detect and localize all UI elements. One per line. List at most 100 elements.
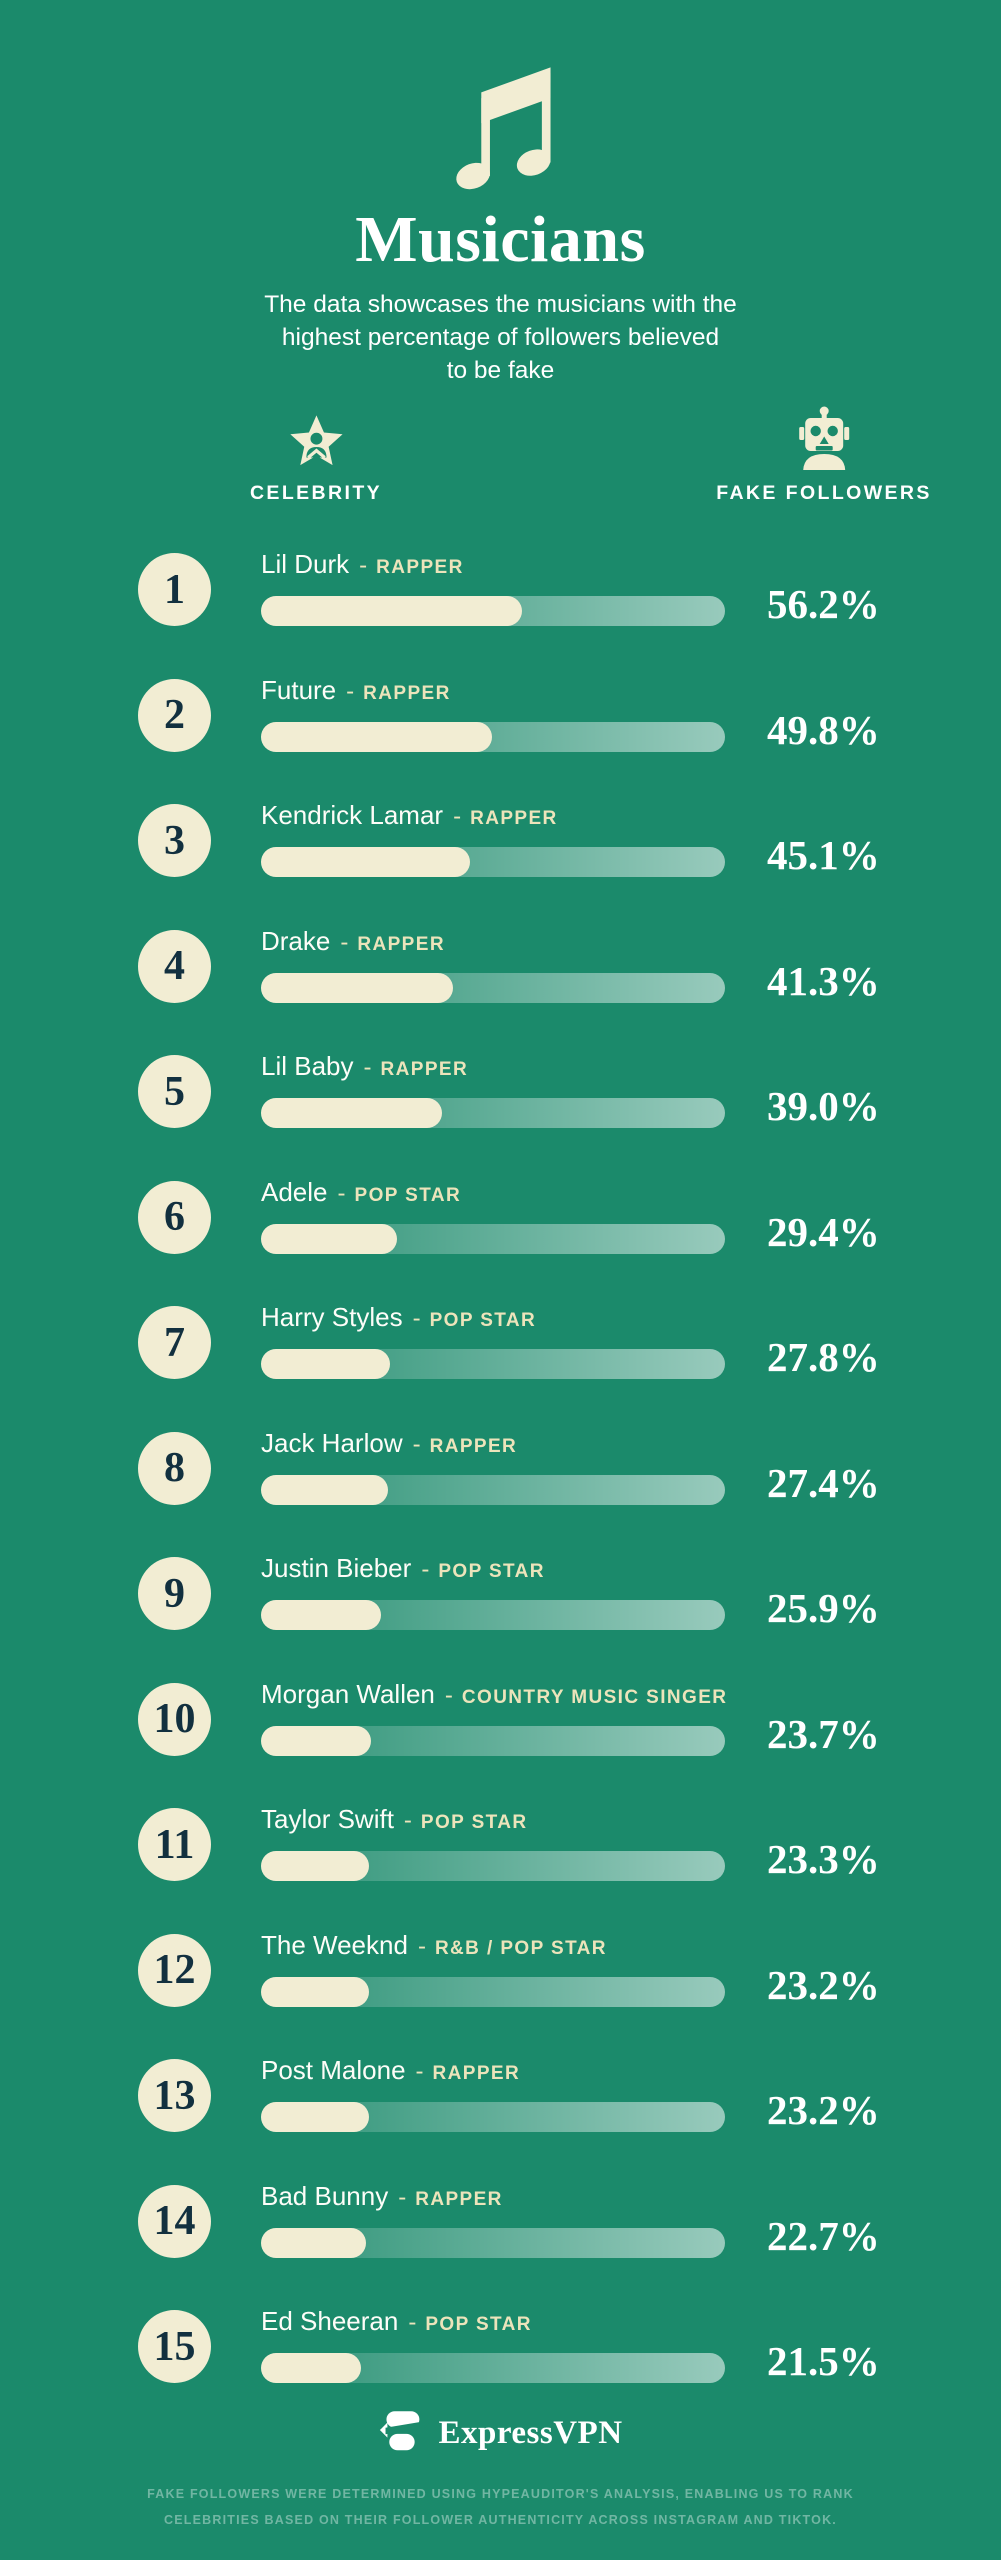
celebrity-type: POP STAR — [438, 1561, 545, 1583]
rank-badge: 2 — [138, 678, 211, 752]
table-row: 11 Taylor Swift - POP STAR 23.3% — [0, 1779, 1001, 1882]
name-line: Drake - RAPPER — [261, 926, 725, 959]
rank-badge: 13 — [138, 2059, 211, 2133]
rank-number: 3 — [164, 817, 185, 864]
celebrity-name: Jack Harlow — [261, 1427, 403, 1458]
table-row: 8 Jack Harlow - RAPPER 27.4% — [0, 1403, 1001, 1505]
bar-fill — [261, 2227, 367, 2258]
bar-fill — [261, 721, 493, 752]
celebrity-type: RAPPER — [415, 2188, 503, 2210]
celebrity-type: POP STAR — [354, 1184, 462, 1206]
fake-followers-percent: 41.3% — [767, 957, 880, 1004]
table-row: 15 Ed Sheeran - POP STAR 21.5% — [0, 2281, 1001, 2385]
bar-track — [261, 1474, 725, 1505]
rank-badge: 5 — [138, 1055, 211, 1129]
celebrity-name: Taylor Swift — [261, 1804, 394, 1835]
rank-badge: 7 — [138, 1306, 211, 1380]
row-main: Justin Bieber - POP STAR — [261, 1554, 725, 1631]
name-tag-separator: - — [412, 1305, 421, 1333]
header: Musicians The data showcases the musicia… — [0, 0, 1001, 387]
row-main: Lil Durk - RAPPER — [261, 550, 725, 627]
rank-badge: 8 — [138, 1431, 211, 1505]
celebrity-type: RAPPER — [357, 933, 445, 955]
bar-track — [261, 1098, 725, 1129]
row-main: Ed Sheeran - POP STAR — [261, 2307, 725, 2384]
celebrity-type: POP STAR — [425, 2314, 532, 2336]
rank-number: 10 — [153, 1696, 196, 1743]
name-tag-separator: - — [337, 1179, 346, 1207]
expressvpn-mark-icon — [378, 2410, 425, 2457]
celebrity-type: RAPPER — [429, 1435, 518, 1457]
celebrity-name: The Weeknd — [261, 1929, 408, 1960]
name-line: Jack Harlow - RAPPER — [261, 1427, 725, 1461]
celebrity-type: R&B / POP STAR — [434, 1937, 607, 1959]
rank-badge: 11 — [138, 1808, 211, 1882]
name-tag-separator: - — [408, 2309, 417, 2337]
name-tag-separator: - — [340, 928, 349, 956]
table-row: 2 Future - RAPPER 49.8% — [0, 650, 1001, 752]
rank-badge: 6 — [138, 1180, 211, 1254]
celebrity-type: POP STAR — [429, 1310, 537, 1332]
name-tag-separator: - — [346, 677, 355, 705]
rank-badge: 10 — [138, 1682, 211, 1756]
bar-track — [261, 1600, 725, 1631]
name-line: Adele - POP STAR — [261, 1177, 725, 1210]
celebrity-type: RAPPER — [376, 557, 464, 579]
fake-followers-percent: 25.9% — [767, 1585, 880, 1632]
bar-fill — [261, 596, 522, 627]
bar-fill — [261, 1474, 389, 1505]
bar-track — [261, 2353, 725, 2384]
name-line: Lil Durk - RAPPER — [261, 550, 725, 582]
column-label-fake-followers: FAKE FOLLOWERS — [716, 481, 932, 504]
bar-fill — [261, 1600, 382, 1631]
table-row: 7 Harry Styles - POP STAR 27.8% — [0, 1277, 1001, 1380]
bar-fill — [261, 972, 453, 1003]
rank-number: 8 — [164, 1445, 185, 1492]
fake-followers-percent: 23.2% — [767, 2087, 880, 2134]
disclaimer-line: FAKE FOLLOWERS WERE DETERMINED USING HYP… — [147, 2487, 854, 2502]
name-line: Kendrick Lamar - RAPPER — [261, 801, 725, 833]
bar-track — [261, 596, 725, 627]
celebrity-type: RAPPER — [380, 1059, 469, 1081]
table-row: 1 Lil Durk - RAPPER 56.2% — [0, 524, 1001, 627]
celebrity-name: Kendrick Lamar — [261, 800, 444, 831]
ranking-list: 1 Lil Durk - RAPPER 56.2% 2 Future - RAP… — [0, 524, 1001, 2385]
bar-fill — [261, 1223, 398, 1254]
table-row: 4 Drake - RAPPER 41.3% — [0, 901, 1001, 1003]
celebrity-name: Lil Baby — [261, 1051, 354, 1082]
brand-logo: ExpressVPN — [0, 2411, 1001, 2455]
row-main: Taylor Swift - POP STAR — [261, 1805, 725, 1882]
robot-icon — [798, 406, 850, 475]
fake-followers-percent: 21.5% — [767, 2338, 880, 2385]
music-note-icon — [0, 57, 1001, 197]
name-line: Bad Bunny - RAPPER — [261, 2181, 725, 2214]
rank-number: 15 — [153, 2323, 196, 2370]
celebrity-name: Future — [261, 674, 337, 705]
bar-fill — [261, 1349, 390, 1380]
row-main: Post Malone - RAPPER — [261, 2055, 725, 2133]
name-line: Taylor Swift - POP STAR — [261, 1805, 725, 1837]
fake-followers-percent: 23.2% — [767, 1961, 880, 2008]
rank-number: 6 — [164, 1194, 185, 1241]
name-line: Lil Baby - RAPPER — [261, 1052, 725, 1084]
name-tag-separator: - — [398, 2183, 407, 2211]
celebrity-name: Post Malone — [261, 2055, 406, 2086]
name-tag-separator: - — [412, 1430, 421, 1458]
table-row: 13 Post Malone - RAPPER 23.2% — [0, 2030, 1001, 2134]
fake-followers-percent: 27.4% — [767, 1459, 880, 1506]
name-line: Ed Sheeran - POP STAR — [261, 2307, 725, 2339]
bar-fill — [261, 1976, 369, 2007]
row-main: The Weeknd - R&B / POP STAR — [261, 1929, 725, 2007]
rank-number: 13 — [153, 2072, 196, 2119]
celebrity-type: RAPPER — [363, 682, 451, 704]
celebrity-type: RAPPER — [470, 808, 558, 830]
subtitle-line: highest percentage of followers believed — [281, 323, 720, 351]
celebrity-name: Ed Sheeran — [261, 2306, 399, 2337]
rank-badge: 4 — [138, 929, 211, 1003]
column-celebrity: CELEBRITY — [250, 412, 382, 504]
bar-track — [261, 2102, 725, 2133]
rank-badge: 12 — [138, 1933, 211, 2007]
subtitle-line: The data showcases the musicians with th… — [264, 291, 737, 318]
rank-number: 5 — [164, 1068, 185, 1115]
name-line: The Weeknd - R&B / POP STAR — [261, 1929, 725, 1963]
